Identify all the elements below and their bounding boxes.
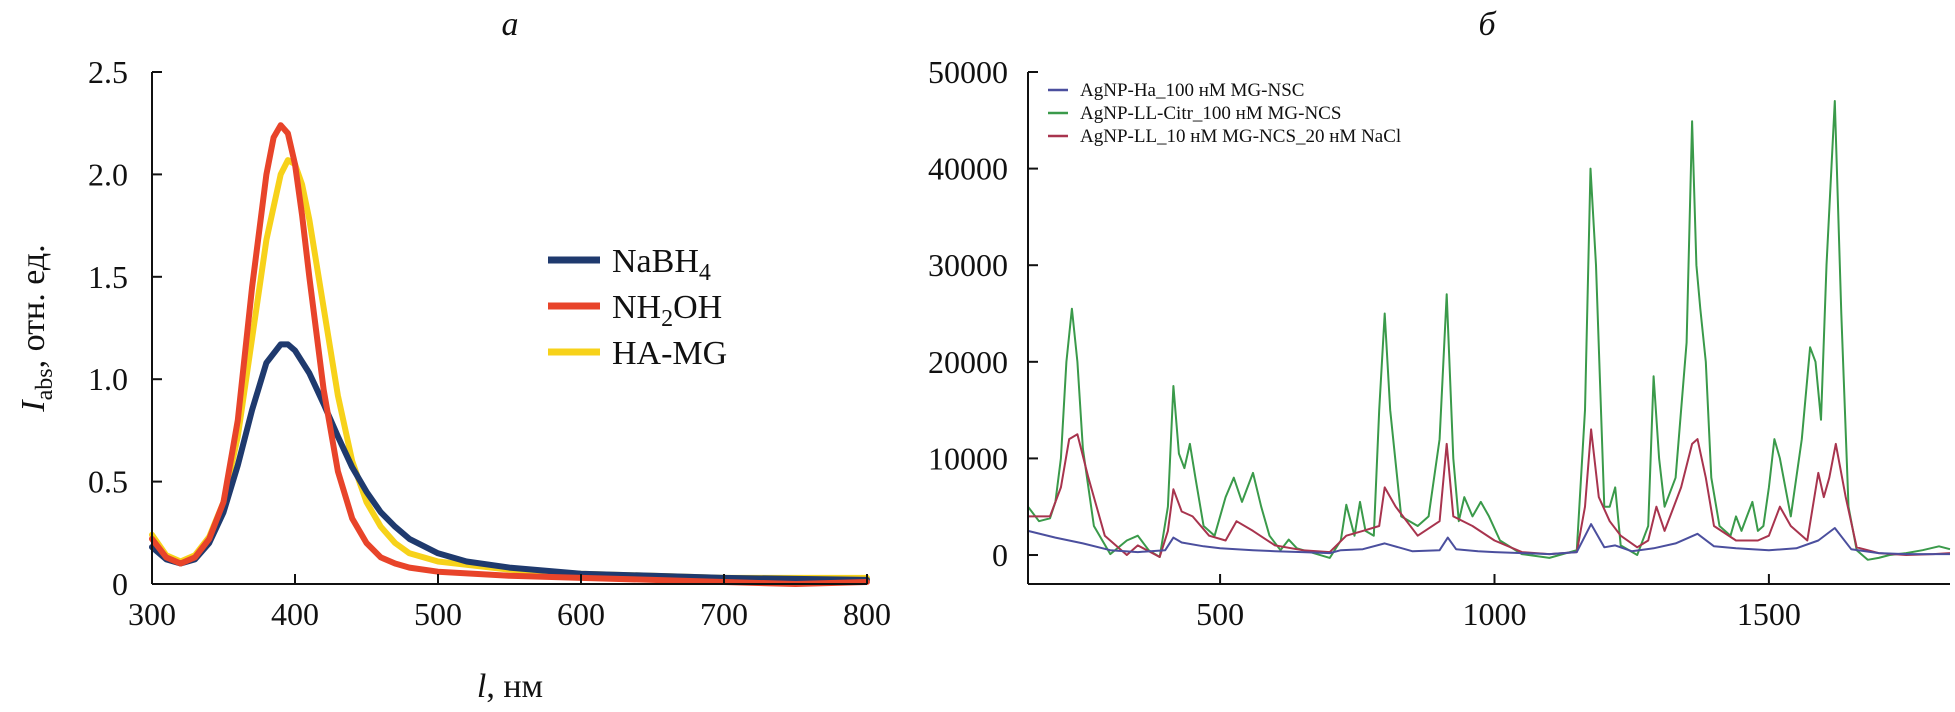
- panel-a-y-tick-label: 2.0: [88, 156, 128, 192]
- panel-b-y-tick-labels: 0 10000 20000 30000 40000 50000: [928, 54, 1038, 573]
- panel-b-y-tick-label: 40000: [928, 151, 1008, 187]
- panel-b-label: б: [1478, 6, 1497, 43]
- legend-entry-0: NaBH4: [612, 243, 711, 286]
- panel-a-label: а: [502, 6, 519, 43]
- panel-b-x-tick-labels: 500 1000 1500: [1196, 574, 1801, 632]
- panel-a-y-tick-label: 1.0: [88, 361, 128, 397]
- legend-name-main: HA-MG: [612, 335, 727, 372]
- panel-b-y-tick-label: 10000: [928, 440, 1008, 476]
- panel-a-x-tick-label: 700: [700, 596, 748, 632]
- panel-b-y-tick-label: 50000: [928, 54, 1008, 90]
- series-line-1: [149, 122, 870, 587]
- panel-b-plot-area: [1027, 100, 1951, 561]
- spectrum-line-1: [1027, 100, 1951, 561]
- spectrum-line-2: [1028, 428, 1951, 558]
- spectrum-line-0: [1027, 523, 1950, 556]
- panel-a: а 300 400 500 600 700 800 0 0.5 1.0 1.5 2.0 2.5 l,…: [15, 6, 891, 705]
- panel-a-x-axis-label: l, нм: [477, 668, 543, 705]
- panel-a-x-tick-label: 800: [843, 596, 891, 632]
- panel-b-y-tick-label: 20000: [928, 344, 1008, 380]
- panel-a-y-axis-label: Iabs, отн. ед.: [15, 244, 58, 412]
- legend-entry-b-2: AgNP-LL_10 нМ MG-NCS_20 нМ NaCl: [1080, 126, 1401, 147]
- panel-a-x-tick-label: 400: [271, 596, 319, 632]
- series-line-0: [149, 341, 870, 583]
- panel-a-plot-area: [149, 122, 870, 587]
- y-axis-rest: , отн. ед.: [15, 244, 52, 368]
- panel-a-x-tick-label: 300: [128, 596, 176, 632]
- y-axis-sub: abs: [32, 368, 58, 400]
- legend-name-main: NaBH: [612, 243, 699, 280]
- panel-a-y-tick-labels: 0 0.5 1.0 1.5 2.0 2.5: [88, 54, 162, 602]
- legend-name-sub: 2: [661, 306, 673, 332]
- panel-a-y-tick-label: 0.5: [88, 464, 128, 500]
- panel-b: б 500 1000 1500 0 10000 20000 30000 40000 50000…: [928, 6, 1951, 632]
- y-axis-main: I: [15, 399, 52, 413]
- panel-b-x-tick-label: 1000: [1462, 596, 1526, 632]
- panel-a-y-tick-label: 1.5: [88, 259, 128, 295]
- legend-entry-b-0: AgNP-Ha_100 нМ MG-NSC: [1080, 80, 1304, 101]
- panel-b-x-tick-label: 1500: [1737, 596, 1801, 632]
- legend-entry-b-1: AgNP-LL-Citr_100 нМ MG-NCS: [1080, 103, 1341, 124]
- panel-a-x-tick-label: 600: [557, 596, 605, 632]
- panel-b-y-tick-label: 0: [992, 537, 1008, 573]
- legend-name-main: NH: [612, 289, 661, 326]
- panel-a-y-tick-label: 0: [112, 566, 128, 602]
- panel-a-x-tick-labels: 300 400 500 600 700 800: [128, 574, 891, 632]
- legend-entry-2: HA-MG: [612, 335, 727, 372]
- panel-a-x-tick-label: 500: [414, 596, 462, 632]
- x-axis-rest: , нм: [486, 668, 543, 705]
- x-axis-main: l: [477, 668, 486, 705]
- panel-b-x-tick-label: 500: [1196, 596, 1244, 632]
- panel-a-y-tick-label: 2.5: [88, 54, 128, 90]
- legend-name-rest: OH: [673, 289, 722, 326]
- legend-entry-1: NH2OH: [612, 289, 722, 332]
- legend-name-sub: 4: [699, 260, 711, 286]
- panel-b-y-tick-label: 30000: [928, 247, 1008, 283]
